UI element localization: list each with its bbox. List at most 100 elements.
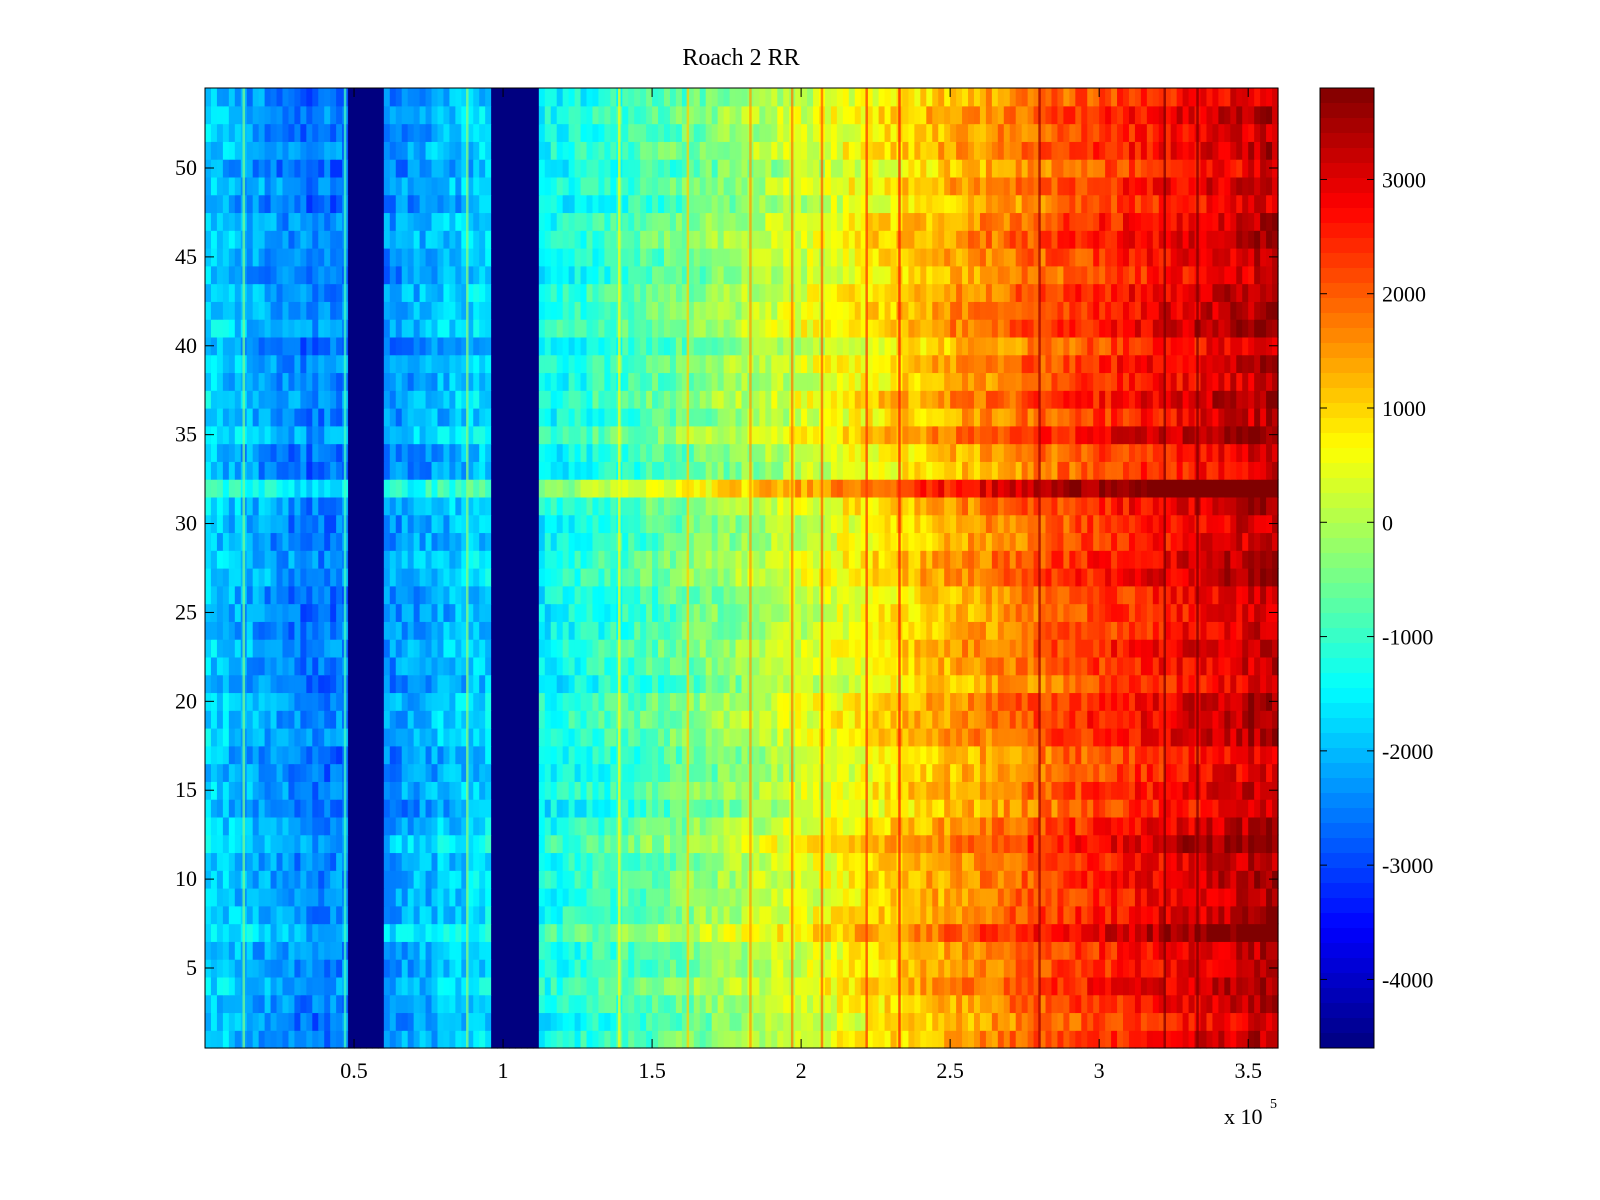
heatmap-cell bbox=[824, 870, 832, 889]
heatmap-cell bbox=[699, 745, 707, 765]
heatmap-cell bbox=[705, 674, 713, 694]
heatmap-cell bbox=[1272, 568, 1279, 587]
heatmap-cell bbox=[902, 603, 910, 622]
heatmap-cell bbox=[377, 656, 385, 676]
heatmap-cell bbox=[771, 1030, 778, 1049]
heatmap-cell bbox=[610, 550, 617, 569]
heatmap-cell bbox=[646, 621, 653, 640]
heatmap-cell bbox=[968, 674, 975, 694]
heatmap-cell bbox=[652, 639, 659, 658]
heatmap-cell bbox=[604, 888, 611, 907]
heatmap-cell bbox=[216, 550, 224, 569]
heatmap-cell bbox=[860, 692, 868, 711]
heatmap-cell bbox=[1158, 905, 1166, 925]
heatmap-cell bbox=[306, 852, 313, 871]
heatmap-cell bbox=[807, 728, 814, 747]
heatmap-cell bbox=[1200, 923, 1208, 942]
heatmap-cell bbox=[795, 1012, 802, 1031]
heatmap-cell bbox=[306, 870, 313, 889]
heatmap-cell bbox=[711, 994, 719, 1014]
heatmap-cell bbox=[1146, 1030, 1154, 1049]
heatmap-cell bbox=[270, 816, 278, 836]
heatmap-cell bbox=[413, 639, 421, 658]
heatmap-cell bbox=[234, 1030, 242, 1049]
heatmap-cell bbox=[282, 568, 290, 587]
heatmap-cell bbox=[574, 816, 582, 836]
heatmap-cell bbox=[1200, 710, 1208, 729]
heatmap-cell bbox=[467, 763, 474, 782]
heatmap-cell bbox=[848, 1030, 856, 1049]
heatmap-cell bbox=[592, 568, 600, 587]
heatmap-cell bbox=[675, 994, 683, 1014]
heatmap-cell bbox=[1081, 1012, 1088, 1031]
heatmap-cell bbox=[1146, 852, 1154, 871]
heatmap-cell bbox=[580, 905, 588, 925]
heatmap-cell bbox=[1272, 585, 1279, 605]
heatmap-cell bbox=[1039, 888, 1047, 907]
heatmap-cell bbox=[383, 1030, 391, 1049]
heatmap-cell bbox=[962, 1030, 969, 1049]
heatmap-cell bbox=[264, 816, 272, 836]
heatmap-cell bbox=[419, 728, 427, 747]
heatmap-cell bbox=[1236, 639, 1243, 658]
heatmap-cell bbox=[979, 905, 987, 925]
heatmap-cell bbox=[646, 763, 653, 782]
heatmap-cell bbox=[765, 994, 772, 1014]
heatmap-cell bbox=[1111, 621, 1118, 640]
heatmap-cell bbox=[807, 959, 814, 978]
heatmap-cell bbox=[729, 816, 737, 836]
heatmap-cell bbox=[526, 568, 534, 587]
heatmap-cell bbox=[580, 923, 588, 942]
heatmap-cell bbox=[216, 710, 224, 729]
heatmap-cell bbox=[306, 639, 313, 658]
heatmap-cell bbox=[1272, 905, 1279, 925]
heatmap-cell bbox=[330, 763, 337, 782]
heatmap-cell bbox=[336, 923, 343, 942]
heatmap-cell bbox=[282, 656, 290, 676]
heatmap-cell bbox=[1266, 674, 1273, 694]
heatmap-cell bbox=[968, 585, 975, 605]
heatmap-cell bbox=[622, 763, 629, 782]
heatmap-cell bbox=[872, 656, 880, 676]
heatmap-cell bbox=[1242, 710, 1249, 729]
heatmap-cell bbox=[336, 976, 343, 996]
heatmap-cell bbox=[646, 852, 653, 871]
heatmap-cell bbox=[479, 923, 486, 942]
heatmap-cell bbox=[538, 621, 546, 640]
heatmap-cell bbox=[359, 603, 367, 622]
heatmap-cell bbox=[318, 888, 325, 907]
heatmap-cell bbox=[1212, 692, 1219, 711]
heatmap-cell bbox=[550, 870, 558, 889]
heatmap-cell bbox=[759, 674, 766, 694]
heatmap-cell bbox=[1188, 1030, 1196, 1049]
heatmap-cell bbox=[461, 692, 468, 711]
heatmap-cell bbox=[836, 852, 844, 871]
heatmap-cell bbox=[1164, 888, 1172, 907]
heatmap-cell bbox=[1075, 639, 1082, 658]
heatmap-cell bbox=[1170, 799, 1178, 818]
heatmap-cell bbox=[294, 728, 301, 747]
heatmap-cell bbox=[956, 799, 963, 818]
heatmap-cell bbox=[1188, 923, 1196, 942]
heatmap-cell bbox=[210, 816, 218, 836]
heatmap-cell bbox=[628, 710, 635, 729]
heatmap-cell bbox=[598, 550, 605, 569]
heatmap-cell bbox=[1164, 781, 1172, 800]
heatmap-cell bbox=[550, 745, 558, 765]
heatmap-cell bbox=[735, 870, 743, 889]
heatmap-cell bbox=[860, 603, 868, 622]
heatmap-cell bbox=[282, 959, 290, 978]
heatmap-cell bbox=[1117, 941, 1124, 960]
heatmap-cell bbox=[890, 1030, 898, 1049]
heatmap-cell bbox=[914, 781, 921, 800]
heatmap-cell bbox=[920, 639, 927, 658]
heatmap-cell bbox=[836, 941, 844, 960]
heatmap-cell bbox=[622, 603, 629, 622]
heatmap-cell bbox=[699, 1030, 707, 1049]
heatmap-cell bbox=[306, 692, 313, 711]
heatmap-cell bbox=[318, 568, 325, 587]
heatmap-cell bbox=[693, 888, 701, 907]
heatmap-cell bbox=[479, 710, 486, 729]
heatmap-cell bbox=[371, 710, 379, 729]
heatmap-cell bbox=[318, 870, 325, 889]
